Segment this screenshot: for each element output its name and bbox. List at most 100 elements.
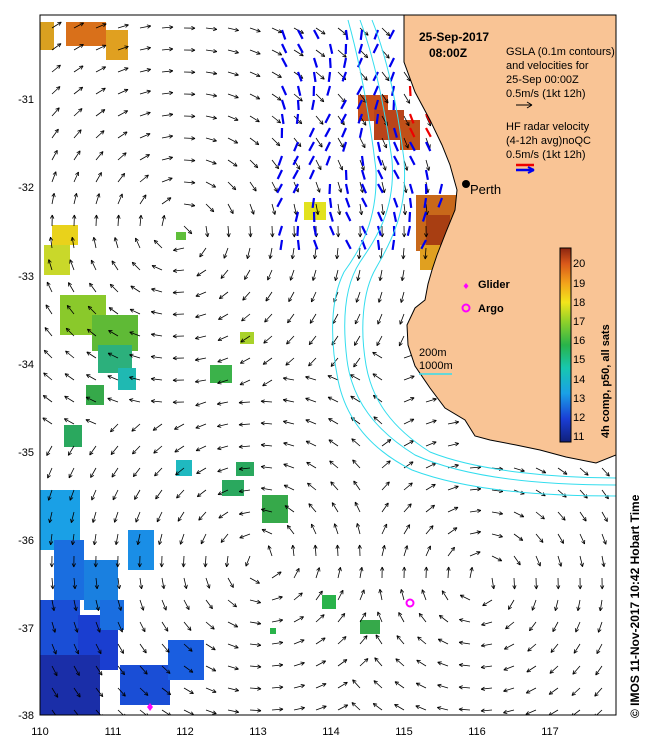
velocity-arrow (359, 159, 365, 171)
velocity-arrow (311, 523, 317, 535)
velocity-arrow-head (458, 685, 463, 690)
velocity-arrow (480, 709, 493, 712)
velocity-arrow-head (77, 129, 82, 134)
velocity-arrow (374, 657, 383, 667)
velocity-arrow-head (335, 544, 340, 549)
velocity-arrow (503, 709, 515, 714)
velocity-arrow-head (49, 563, 54, 568)
velocity-arrow (439, 614, 449, 623)
velocity-arrow-head (526, 668, 531, 673)
velocity-arrow-head (452, 527, 458, 532)
velocity-arrow-head (354, 319, 359, 325)
velocity-arrow-head (355, 298, 360, 303)
velocity-arrow (173, 247, 185, 251)
velocity-arrow-head (446, 566, 451, 571)
hf-velocity-arrow (393, 169, 400, 180)
velocity-arrow-head (363, 635, 368, 640)
velocity-arrow (249, 643, 261, 646)
velocity-arrow (403, 93, 411, 104)
velocity-arrow-head (245, 562, 250, 567)
velocity-arrow (271, 203, 276, 215)
velocity-arrow (271, 642, 283, 645)
velocity-arrow-head (598, 606, 603, 612)
velocity-arrow-head (322, 705, 327, 710)
velocity-arrow-head (217, 380, 222, 385)
velocity-arrow-head (153, 449, 158, 454)
colorbar-tick: 16 (573, 335, 585, 347)
velocity-arrow-head (357, 254, 362, 260)
velocity-arrow (351, 438, 361, 447)
velocity-arrow (315, 137, 323, 148)
velocity-arrow-head (146, 68, 151, 73)
velocity-arrow (513, 511, 524, 518)
sst-patches (40, 22, 456, 715)
velocity-arrow-head (255, 118, 260, 123)
hf-velocity-arrow (342, 57, 348, 69)
velocity-arrow (117, 46, 129, 51)
hf-velocity-arrow (325, 155, 332, 166)
velocity-arrow-head (97, 649, 102, 655)
velocity-arrow (114, 511, 119, 523)
y-tick-label: -34 (18, 359, 34, 371)
x-tick-label: 111 (105, 726, 122, 738)
velocity-arrow-head (605, 472, 610, 477)
velocity-arrow-head (376, 341, 381, 347)
velocity-arrow-head (42, 395, 48, 400)
velocity-arrow-head (217, 491, 223, 496)
velocity-arrow (249, 665, 262, 668)
velocity-arrow (557, 489, 567, 498)
velocity-arrow (68, 467, 75, 479)
velocity-arrow-head (343, 704, 349, 709)
hf-velocity-arrow (437, 197, 444, 208)
velocity-arrow-head (276, 119, 281, 124)
velocity-arrow-head (373, 680, 378, 685)
velocity-arrow (93, 237, 97, 249)
velocity-arrow (286, 335, 295, 345)
velocity-arrow (195, 445, 207, 452)
velocity-arrow (504, 643, 515, 650)
velocity-arrow (403, 503, 412, 513)
velocity-arrow-head (377, 298, 382, 303)
velocity-arrow-head (146, 24, 152, 29)
velocity-arrow (73, 643, 79, 655)
velocity-arrow (117, 67, 129, 73)
velocity-arrow (312, 269, 317, 281)
velocity-arrow-head (86, 351, 91, 356)
velocity-arrow (377, 313, 383, 325)
velocity-arrow (151, 333, 163, 337)
velocity-arrow (139, 68, 151, 73)
x-tick-label: 116 (468, 726, 486, 738)
velocity-arrow-head (232, 603, 237, 608)
velocity-arrow (425, 483, 436, 491)
velocity-arrow-head (308, 503, 313, 508)
velocity-arrow-head (102, 23, 107, 28)
velocity-arrow-head (47, 496, 52, 501)
velocity-arrow-head (361, 143, 366, 149)
velocity-arrow (267, 269, 273, 281)
velocity-arrow (503, 687, 515, 692)
hf-velocity-arrow (377, 169, 384, 180)
velocity-arrow (51, 86, 61, 95)
velocity-arrow (51, 665, 58, 676)
velocity-arrow-head (375, 634, 380, 639)
velocity-arrow (117, 687, 126, 697)
velocity-arrow-head (377, 611, 381, 616)
velocity-arrow (195, 313, 207, 318)
velocity-arrow-head (248, 233, 253, 238)
velocity-arrow-head (52, 628, 57, 633)
velocity-arrow-head (278, 663, 284, 668)
velocity-arrow-head (377, 320, 382, 325)
velocity-arrow-head (70, 518, 75, 523)
velocity-arrow-head (321, 637, 326, 642)
velocity-arrow (287, 313, 295, 324)
velocity-arrow (271, 137, 281, 147)
velocity-arrow-head (194, 379, 200, 384)
velocity-arrow (90, 467, 97, 478)
velocity-arrow-head (129, 398, 134, 403)
velocity-arrow (73, 193, 77, 205)
velocity-arrow (403, 545, 408, 557)
velocity-arrow (161, 665, 171, 674)
velocity-arrow (205, 159, 217, 165)
velocity-arrow-head (286, 340, 291, 345)
velocity-arrow (437, 661, 449, 667)
